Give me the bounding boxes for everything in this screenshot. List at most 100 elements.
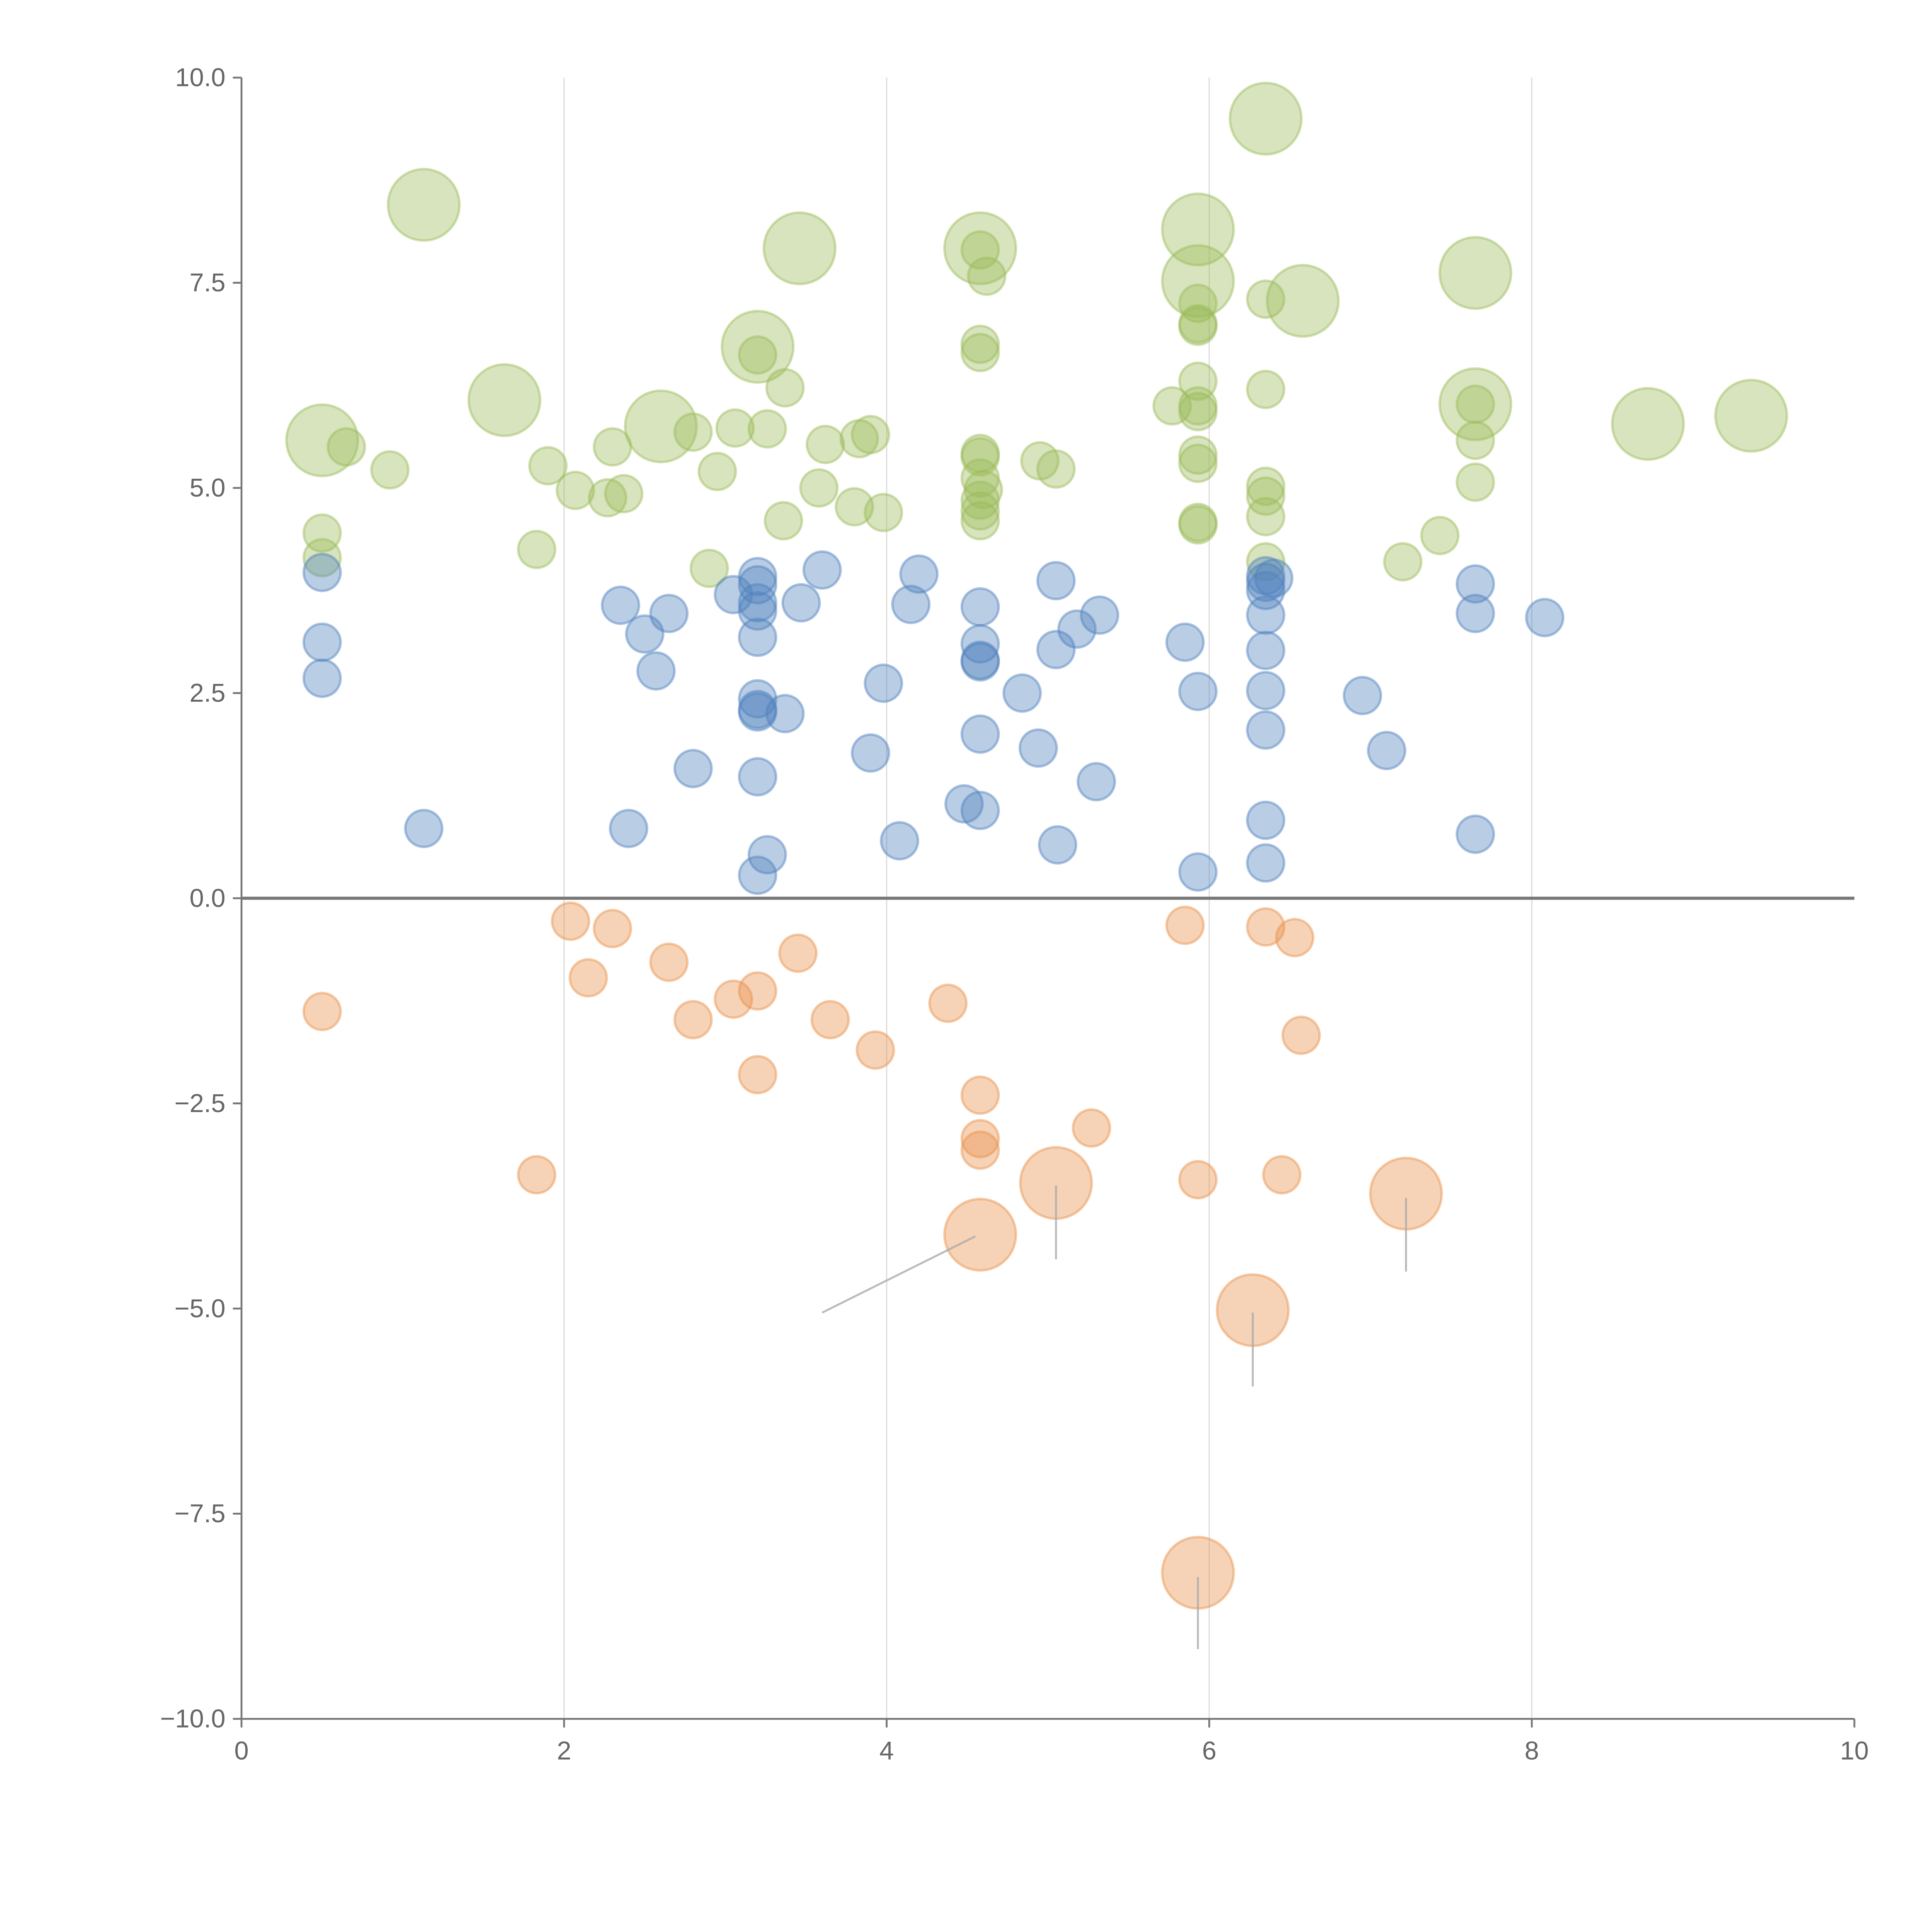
bubble-green [747, 409, 787, 449]
bubble-blue [1246, 671, 1286, 711]
bubble-green [960, 501, 1000, 541]
bubble-green [1161, 244, 1235, 318]
bubble-green [738, 335, 777, 375]
bubble-blue [1246, 571, 1286, 611]
bubble-green [1246, 466, 1286, 506]
bubble-blue [738, 855, 777, 895]
bubble-green [1456, 420, 1495, 460]
bubble-green [302, 538, 342, 578]
bubble-green [1178, 386, 1218, 426]
bubble-green [556, 471, 595, 510]
bubble-blue [960, 587, 1000, 627]
bubble-green [588, 478, 628, 518]
bubble-blue [944, 784, 984, 824]
x-tick-label: 0 [234, 1736, 248, 1765]
label-leader-lines [821, 1185, 1407, 1649]
bubble-blue [302, 658, 342, 698]
bubble-blue [738, 565, 777, 605]
bubble-blue [1178, 672, 1218, 711]
bubble-orange [302, 992, 342, 1031]
x-tick-label: 6 [1202, 1736, 1216, 1765]
bubble-blue [1342, 676, 1383, 716]
bubble-green [960, 437, 1000, 477]
bubble-blue [302, 622, 342, 662]
bubble-green [370, 450, 410, 490]
bubble-blue [1246, 800, 1286, 840]
y-tick-label: 7.5 [189, 268, 225, 297]
bubble-blue [1246, 843, 1286, 883]
bubble-blue [1038, 825, 1078, 865]
bubble-blue [738, 557, 777, 597]
bubble-green [689, 548, 729, 588]
bubble-blue [1246, 556, 1286, 596]
bubble-orange [738, 1055, 777, 1095]
bubble-green [1246, 497, 1286, 537]
bubble-blue [1080, 595, 1119, 635]
bubble-blue [1456, 564, 1495, 604]
bubble-blue [738, 617, 777, 657]
y-tick-label: −2.5 [174, 1089, 225, 1118]
bubble-orange [673, 1000, 713, 1039]
bubble-orange [1178, 1160, 1218, 1200]
bubble-green [1036, 449, 1076, 489]
y-tick-label: 0.0 [189, 884, 225, 913]
bubble-blue [302, 553, 342, 592]
bubble-blue [404, 809, 444, 849]
bubble-blue [738, 583, 777, 623]
bubble-blue [1246, 631, 1286, 670]
bubble-orange [778, 933, 818, 973]
bubble-green [327, 427, 366, 467]
y-tick-label: 2.5 [189, 679, 225, 707]
bubble-green [1178, 502, 1218, 542]
bubble-orange [593, 909, 633, 949]
bubble-blue [1367, 731, 1406, 770]
bubble-green [1438, 367, 1512, 441]
bubble-green [517, 530, 556, 570]
bubble-green [1020, 441, 1060, 481]
bubble-green [765, 368, 805, 408]
bubble-green [1714, 379, 1788, 453]
bubble-green [799, 468, 839, 508]
bubble-green [624, 389, 698, 464]
bubble-blue [1246, 562, 1286, 602]
bubble-blue [864, 663, 903, 703]
bubble-green [1383, 542, 1423, 582]
bubble-green [1420, 515, 1460, 555]
bubble-green [528, 446, 568, 486]
bubble-green [715, 408, 755, 448]
bubble-blue [960, 714, 1000, 754]
bubble-orange [810, 1000, 850, 1039]
bubble-orange [649, 942, 689, 982]
bubble-blue [738, 591, 777, 631]
bubble-blue [636, 651, 676, 691]
bubble-orange [855, 1030, 895, 1070]
bubble-orange [1246, 907, 1286, 947]
bubble-green [1228, 82, 1303, 156]
bubble-orange [960, 1130, 1000, 1170]
bubble-blue [738, 690, 777, 730]
bubble-green [1161, 192, 1235, 267]
bubble-green [1246, 542, 1286, 582]
bubble-blue [1254, 558, 1294, 598]
y-tick-label: −10.0 [160, 1704, 225, 1733]
bubble-green [697, 452, 737, 492]
bubble-green [1178, 304, 1218, 344]
bubble-blue [960, 791, 1000, 830]
bubble-orange [928, 983, 968, 1023]
bubble-blue [1036, 630, 1076, 670]
bubble-green [839, 419, 879, 459]
bubble-orange [517, 1155, 556, 1195]
bubble-blue [899, 554, 939, 594]
bubble-orange [960, 1075, 1000, 1115]
bubble-blue [891, 585, 931, 624]
x-tick-label: 2 [557, 1736, 571, 1765]
y-tick-label: 10.0 [175, 63, 225, 92]
bubble-green [1456, 384, 1495, 424]
axis-ticks: 0 2 4 6 8 10 10.0 7.5 5.0 2.5 0.0 −2.5 −5.0 −7.5 −10.0 [160, 63, 1869, 1765]
bubble-blue [781, 583, 821, 623]
bubble-green [806, 425, 845, 464]
bubble-blue [649, 594, 689, 633]
bubble-green [721, 310, 795, 384]
bubble-blue [1525, 598, 1565, 638]
bubble-green [1246, 369, 1286, 409]
